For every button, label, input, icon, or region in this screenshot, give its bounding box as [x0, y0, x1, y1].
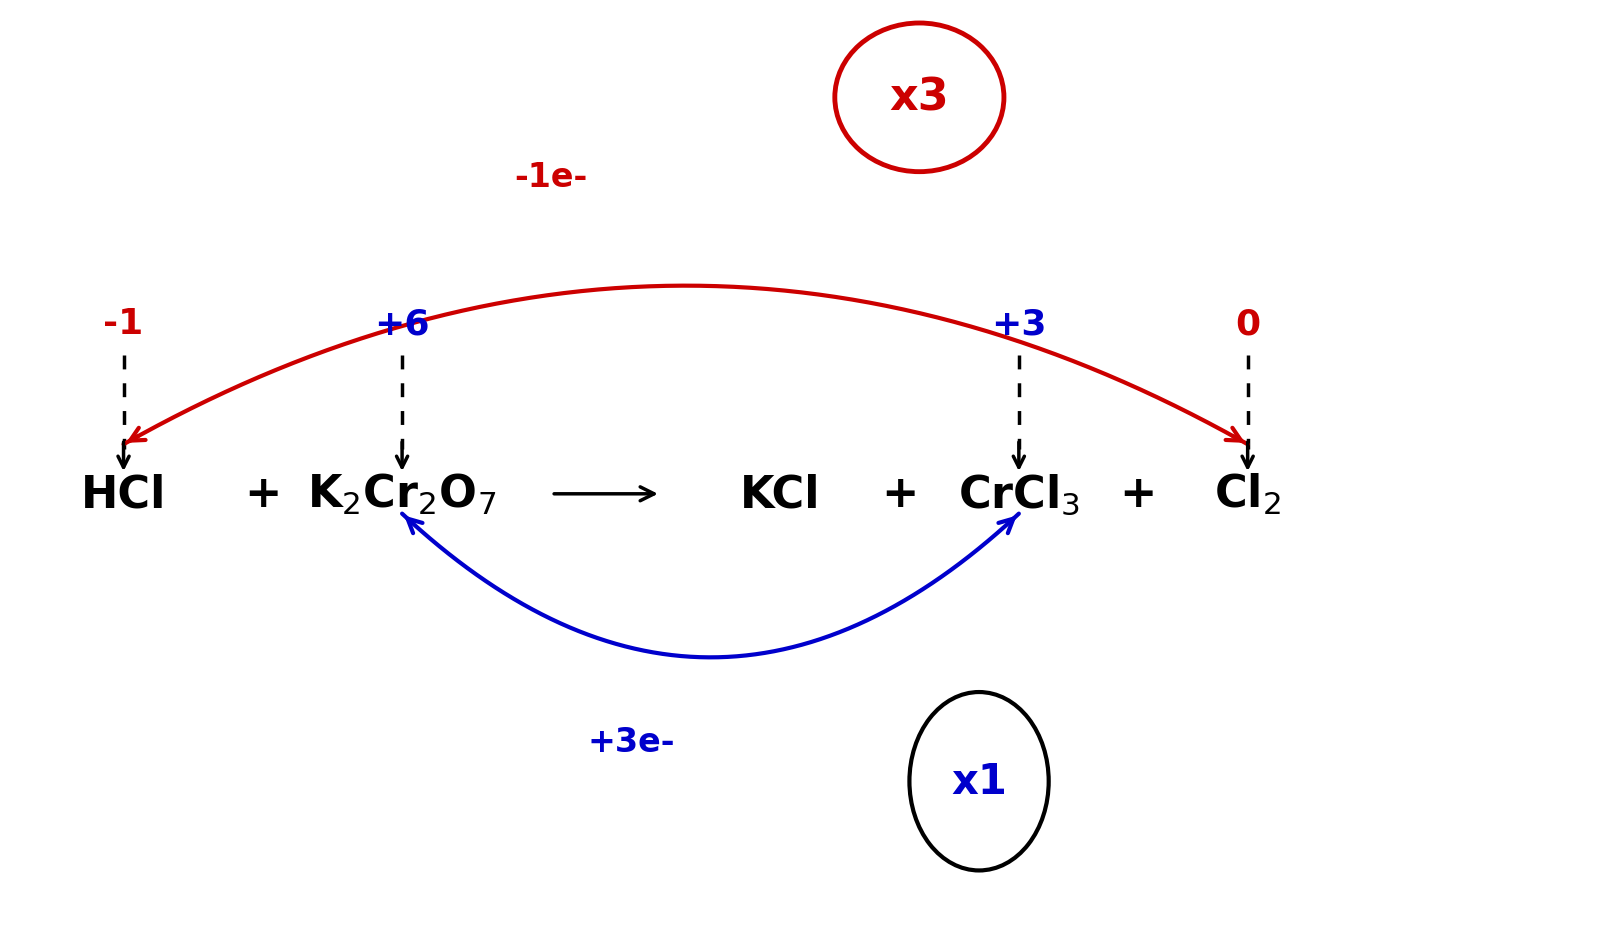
- Text: x1: x1: [950, 761, 1006, 802]
- Text: KCl: KCl: [739, 473, 821, 515]
- Text: +: +: [880, 473, 918, 515]
- Text: +: +: [245, 473, 282, 515]
- Text: x3: x3: [890, 76, 949, 120]
- Text: +6: +6: [374, 307, 430, 341]
- Text: 0: 0: [1235, 307, 1261, 341]
- Text: HCl: HCl: [82, 473, 166, 515]
- Text: Cl$_2$: Cl$_2$: [1214, 472, 1282, 517]
- Text: +3: +3: [990, 307, 1046, 341]
- Text: CrCl$_3$: CrCl$_3$: [958, 472, 1080, 516]
- Text: +: +: [1120, 473, 1157, 515]
- Text: K$_2$Cr$_2$O$_7$: K$_2$Cr$_2$O$_7$: [307, 472, 496, 517]
- Text: +3e-: +3e-: [587, 725, 675, 758]
- Text: -1: -1: [104, 307, 144, 341]
- Text: -1e-: -1e-: [515, 161, 587, 194]
